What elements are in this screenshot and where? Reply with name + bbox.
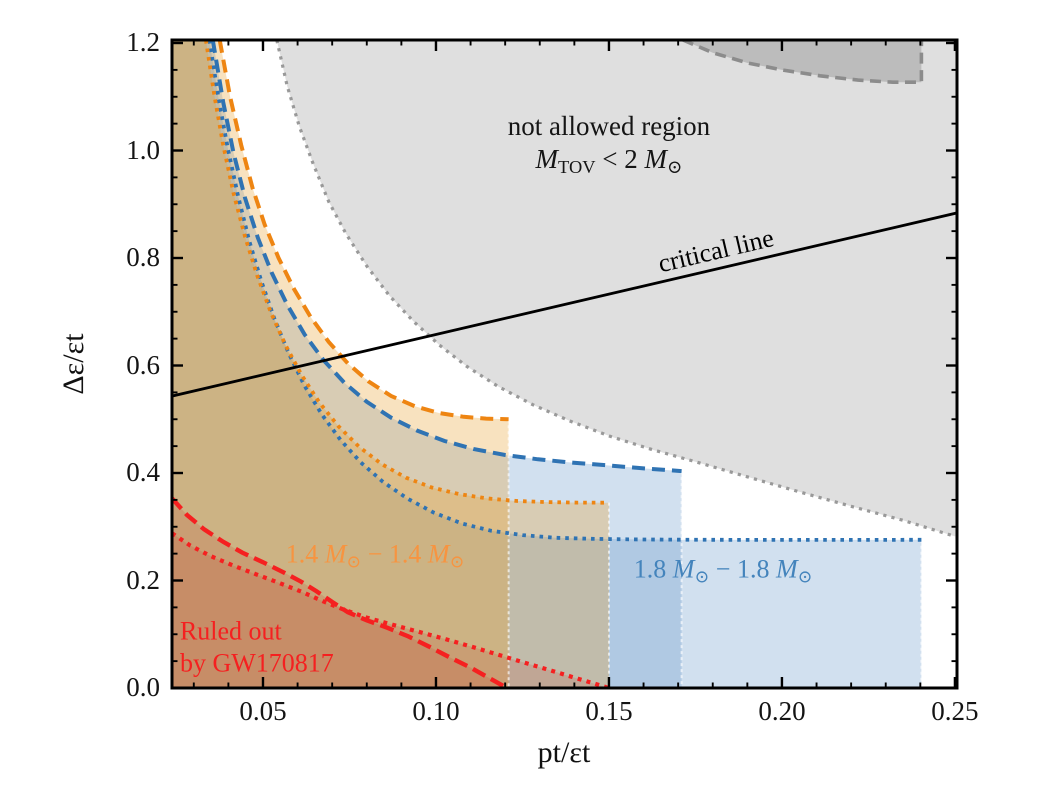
y-tick-label-0.8: 0.8 [126,242,160,272]
boundary-m18-lower [207,40,922,542]
y-tick-label-0.4: 0.4 [126,457,160,487]
annotation-gw-label: Ruled out by GW170817 [179,616,334,677]
region-fill-m14-lower [172,40,609,688]
boundary-m18-upper [210,40,682,474]
boundary-m14-upper [217,40,509,422]
boundary-not-allowed-mtov [275,40,957,539]
y-tick-label-1.2: 1.2 [126,27,160,57]
line-critical-line [172,211,957,398]
y-tick-label-0.6: 0.6 [126,349,160,380]
boundary-gw170817-dashed [172,496,508,688]
axes-spines [170,38,959,690]
region-fill-not-allowed-mtov [276,40,957,537]
region-fill-gw170817-dotted [172,533,608,688]
region-fill-m18-upper [172,40,682,688]
region-fill-dark-gray-region [683,40,922,83]
ticks [172,40,957,690]
region-fill-gw170817-dashed [172,498,507,688]
boundary-gw170817-dotted [172,531,609,688]
annotation-m14-label: 1.4 M⊙ − 1.4 M⊙ [285,539,465,572]
y-tick-label-0.0: 0.0 [126,672,160,702]
x-tick-label-0.15: 0.15 [585,696,633,726]
x-tick-label-0.25: 0.25 [931,696,979,726]
y-axis-label: Δε/εt [57,333,90,395]
x-tick-label-0.05: 0.05 [239,696,287,726]
y-tick-label-0.2: 0.2 [126,564,160,595]
region-fill-m18-lower [172,40,922,688]
annotation-not-allowed-label: not allowed region MTOV < 2 M⊙ [507,110,711,177]
boundary-dark-gray-region [682,40,924,84]
y-tick-label-1.0: 1.0 [126,134,160,165]
plot-area [172,40,957,688]
annotation-m18-label: 1.8 M⊙ − 1.8 M⊙ [633,554,813,587]
boundary-m14-lower [204,40,610,505]
x-axis-label: pt/εt [537,736,591,769]
x-tick-label-0.20: 0.20 [758,696,806,726]
x-tick-label-0.10: 0.10 [412,696,460,726]
